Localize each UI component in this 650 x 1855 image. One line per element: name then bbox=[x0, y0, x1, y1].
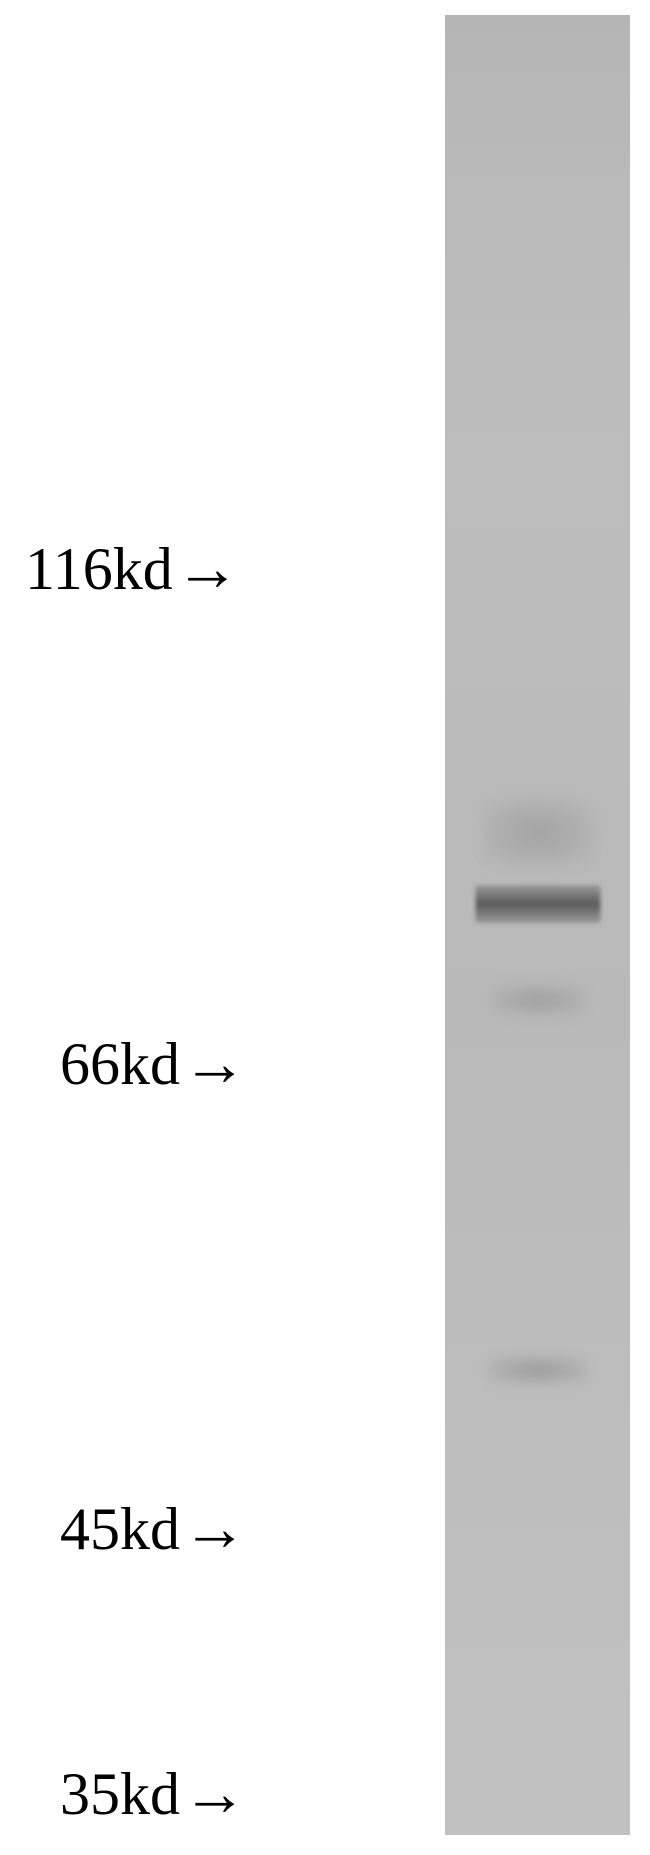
band-faint-mid bbox=[490, 985, 585, 1015]
band-primary bbox=[475, 885, 600, 923]
arrow-icon: → bbox=[182, 1762, 247, 1827]
band-faint-lower bbox=[488, 1355, 588, 1385]
arrow-icon: → bbox=[175, 537, 240, 602]
marker-label-text: 116kd bbox=[25, 535, 173, 604]
marker-label-text: 66kd bbox=[60, 1030, 180, 1099]
blot-lane bbox=[445, 15, 630, 1835]
marker-35kd: 35kd → bbox=[60, 1760, 247, 1829]
marker-45kd: 45kd → bbox=[60, 1495, 247, 1564]
band-faint-upper bbox=[483, 800, 593, 865]
marker-116kd: 116kd → bbox=[25, 535, 240, 604]
arrow-icon: → bbox=[182, 1497, 247, 1562]
marker-label-text: 35kd bbox=[60, 1760, 180, 1829]
western-blot-figure: WWW.PTGLAB.COM 116kd → 66kd → 45kd → 35k… bbox=[0, 0, 650, 1855]
marker-label-text: 45kd bbox=[60, 1495, 180, 1564]
marker-66kd: 66kd → bbox=[60, 1030, 247, 1099]
arrow-icon: → bbox=[182, 1032, 247, 1097]
